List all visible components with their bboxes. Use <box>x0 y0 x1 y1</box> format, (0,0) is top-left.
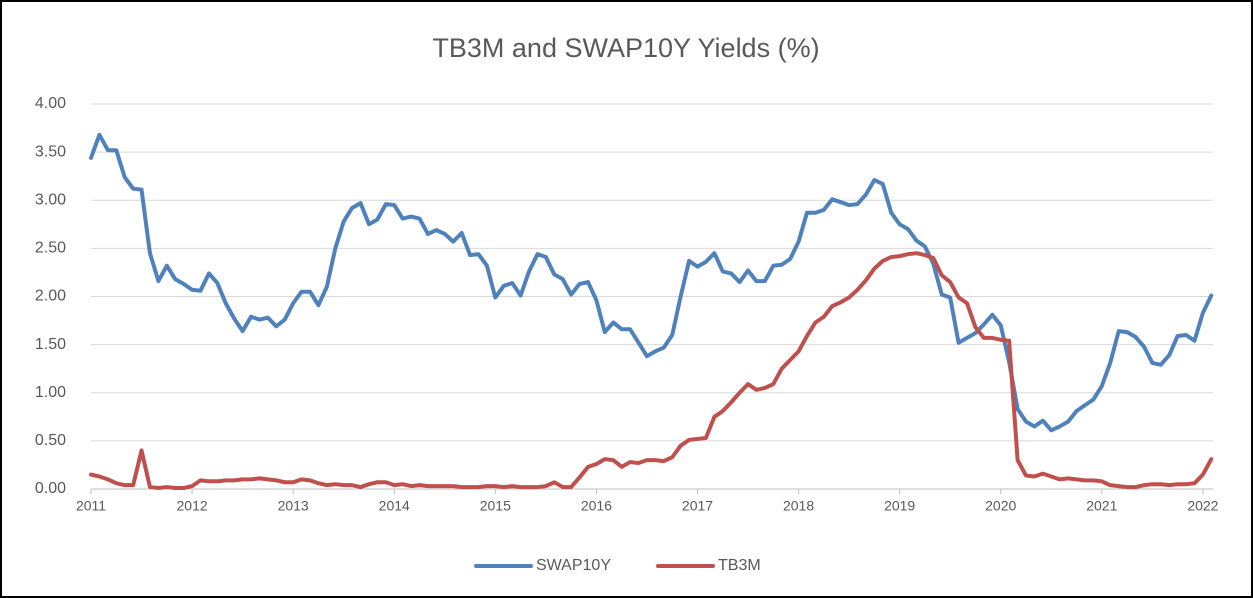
x-tick-label: 2016 <box>581 498 612 514</box>
series-line <box>89 132 1214 433</box>
y-tick-label: 3.00 <box>35 191 66 208</box>
legend-label: SWAP10Y <box>536 557 611 574</box>
y-tick-label: 2.00 <box>35 288 66 305</box>
y-tick-label: 1.00 <box>35 384 66 401</box>
x-tick-label: 2011 <box>76 498 106 514</box>
x-tick-label: 2015 <box>480 498 511 514</box>
x-tick-label: 2018 <box>783 498 814 514</box>
x-tick-label: 2022 <box>1187 498 1218 514</box>
y-tick-label: 0.00 <box>35 480 66 497</box>
y-tick-label: 3.50 <box>35 143 66 160</box>
x-tick-label: 2012 <box>177 498 208 514</box>
y-tick-label: 0.50 <box>35 432 66 449</box>
y-tick-label: 4.00 <box>35 95 66 112</box>
series-line <box>89 251 1214 491</box>
x-tick-label: 2019 <box>884 498 915 514</box>
x-tick-label: 2014 <box>379 498 410 514</box>
y-tick-label: 2.50 <box>35 240 66 257</box>
x-tick-label: 2013 <box>278 498 309 514</box>
chart-title: TB3M and SWAP10Y Yields (%) <box>432 33 819 63</box>
x-tick-label: 2021 <box>1086 498 1117 514</box>
y-tick-label: 1.50 <box>35 336 66 353</box>
x-tick-label: 2017 <box>682 498 713 514</box>
legend-label: TB3M <box>718 557 761 574</box>
x-tick-label: 2020 <box>985 498 1016 514</box>
